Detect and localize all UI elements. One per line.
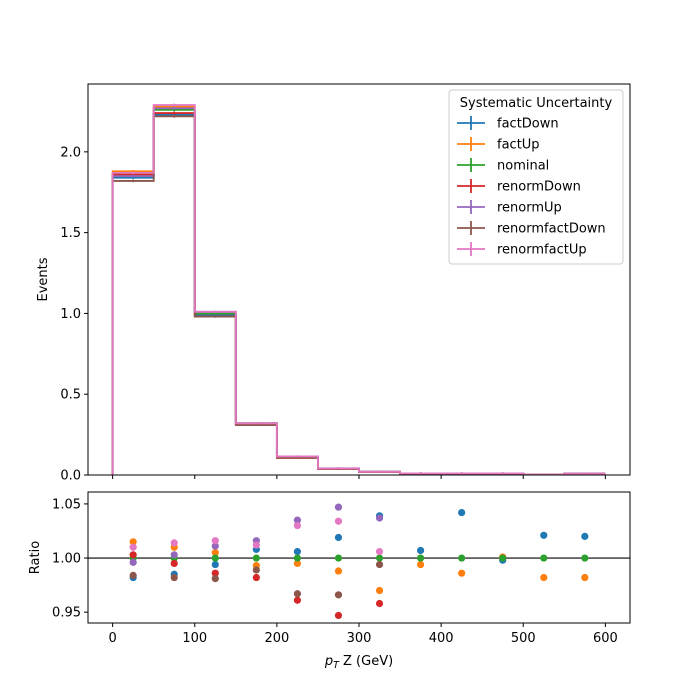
ratio-point-factUp <box>293 559 302 568</box>
ratio-panel: 0.95 1.00 1.05 0 100 200 300 400 500 600 Ratio pT Z… <box>28 491 631 671</box>
ratio-point-renormfactDown <box>211 575 219 583</box>
ratio-point-nominal <box>375 554 384 562</box>
legend-label: renormUp <box>497 201 562 216</box>
ratio-point-renormDown <box>211 569 219 577</box>
legend: Systematic Uncertainty factDown factUp nomi… <box>448 89 624 265</box>
ratio-point-nominal <box>540 554 548 562</box>
ratio-point-renormUp <box>129 558 137 566</box>
ratio-point-factDown <box>458 508 466 517</box>
ratio-point-renormDown <box>375 599 384 608</box>
ratio-point-nominal <box>458 554 466 562</box>
ratio-point-renormUp <box>170 551 178 559</box>
ratio-point-nominal <box>293 554 302 562</box>
ratio-point-renormDown <box>293 596 302 604</box>
ratio-series-renormfactDown <box>129 560 384 599</box>
ratio-ylabel: Ratio <box>28 541 43 574</box>
legend-label: renormDown <box>497 180 581 195</box>
main-ytick-label: 1.0 <box>60 307 81 322</box>
legend-item-renormfactDown: renormfactDown <box>457 221 606 237</box>
ratio-point-renormfactDown <box>293 590 302 598</box>
legend-label: nominal <box>497 159 549 174</box>
ratio-xtick-label: 100 <box>182 631 207 646</box>
ratio-point-renormfactDown <box>334 591 343 599</box>
main-ytick-label: 2.0 <box>60 145 81 160</box>
ratio-point-renormUp <box>211 542 219 550</box>
legend-item-factUp: factUp <box>457 137 540 153</box>
ratio-point-renormfactDown <box>129 571 137 579</box>
ratio-point-renormUp <box>375 514 384 522</box>
ratio-point-factUp <box>458 569 466 577</box>
ratio-point-factUp <box>211 549 219 557</box>
ratio-point-renormfactDown <box>170 573 178 582</box>
legend-item-nominal: nominal <box>457 158 549 174</box>
histogram-line-renormfactUp <box>111 104 606 475</box>
main-ytick-label: 0.0 <box>60 469 81 484</box>
ratio-ytick-label: 1.05 <box>52 497 81 512</box>
legend-box <box>448 89 624 265</box>
ratio-point-renormfactDown <box>375 560 384 569</box>
ratio-point-factDown <box>293 547 302 556</box>
ratio-point-factUp <box>416 560 425 569</box>
ratio-point-factUp <box>334 567 343 575</box>
ratio-point-factDown <box>211 560 219 569</box>
ratio-series-renormfactUp <box>129 517 384 556</box>
main-ytick-label: 1.5 <box>60 226 81 241</box>
ratio-point-renormDown <box>252 573 260 582</box>
ratio-xtick-label: 400 <box>429 631 454 646</box>
legend-item-renormDown: renormDown <box>457 179 581 195</box>
ratio-points-group <box>129 503 589 620</box>
ratio-xtick-label: 300 <box>347 631 372 646</box>
histogram-renormfactUp <box>111 103 606 475</box>
ratio-point-factDown <box>540 531 548 539</box>
ratio-point-factDown <box>581 532 589 540</box>
ratio-point-renormUp <box>293 516 302 524</box>
ratio-point-factUp <box>581 573 589 582</box>
legend-label: factUp <box>497 138 540 153</box>
ratio-point-renormUp <box>334 503 343 511</box>
ratio-point-renormDown <box>334 611 343 620</box>
ratio-point-renormfactUp <box>375 547 384 556</box>
ratio-point-renormfactUp <box>170 539 178 547</box>
ratio-point-nominal <box>499 554 507 562</box>
histogram-series-group <box>111 103 606 475</box>
main-ylabel: Events <box>36 257 51 301</box>
ratio-point-nominal <box>416 554 425 562</box>
legend-label: factDown <box>497 117 559 132</box>
ratio-point-factUp <box>540 573 548 582</box>
ratio-point-renormfactUp <box>129 543 137 551</box>
ratio-point-nominal <box>334 554 343 562</box>
ratio-xtick-label: 600 <box>593 631 618 646</box>
ratio-point-renormfactUp <box>252 541 260 549</box>
main-panel: 0.0 0.5 1.0 1.5 2.0 Events Systematic Uncertai… <box>36 83 631 484</box>
legend-label: renormfactUp <box>497 243 587 258</box>
ratio-point-renormfactDown <box>252 566 260 574</box>
ratio-ytick-label: 0.95 <box>52 606 81 621</box>
ratio-point-factUp <box>129 538 137 546</box>
legend-item-renormfactUp: renormfactUp <box>457 242 587 258</box>
ratio-point-renormDown <box>129 551 137 559</box>
legend-title: Systematic Uncertainty <box>460 96 613 111</box>
ratio-xtick-label: 0 <box>108 631 116 646</box>
ratio-point-nominal <box>252 554 260 562</box>
ratio-series-renormDown <box>129 551 384 620</box>
ratio-point-renormfactUp <box>334 517 343 525</box>
ratio-xtick-label: 200 <box>264 631 289 646</box>
legend-label: renormfactDown <box>497 222 606 237</box>
ratio-point-factUp <box>375 586 384 595</box>
ratio-xlabel: pT Z (GeV) <box>324 654 393 671</box>
ratio-ytick-label: 1.00 <box>52 552 81 567</box>
ratio-point-nominal <box>581 554 589 562</box>
ratio-point-renormfactUp <box>293 521 302 530</box>
ratio-point-nominal <box>211 554 219 562</box>
ratio-point-renormfactUp <box>211 537 219 545</box>
ratio-point-renormDown <box>170 559 178 568</box>
main-ytick-label: 0.5 <box>60 388 81 403</box>
ratio-point-factDown <box>416 546 425 555</box>
ratio-xtick-label: 500 <box>511 631 536 646</box>
legend-item-renormUp: renormUp <box>457 200 562 216</box>
legend-item-factDown: factDown <box>457 116 559 132</box>
ratio-series-renormUp <box>129 503 384 566</box>
ratio-point-factDown <box>334 533 343 542</box>
